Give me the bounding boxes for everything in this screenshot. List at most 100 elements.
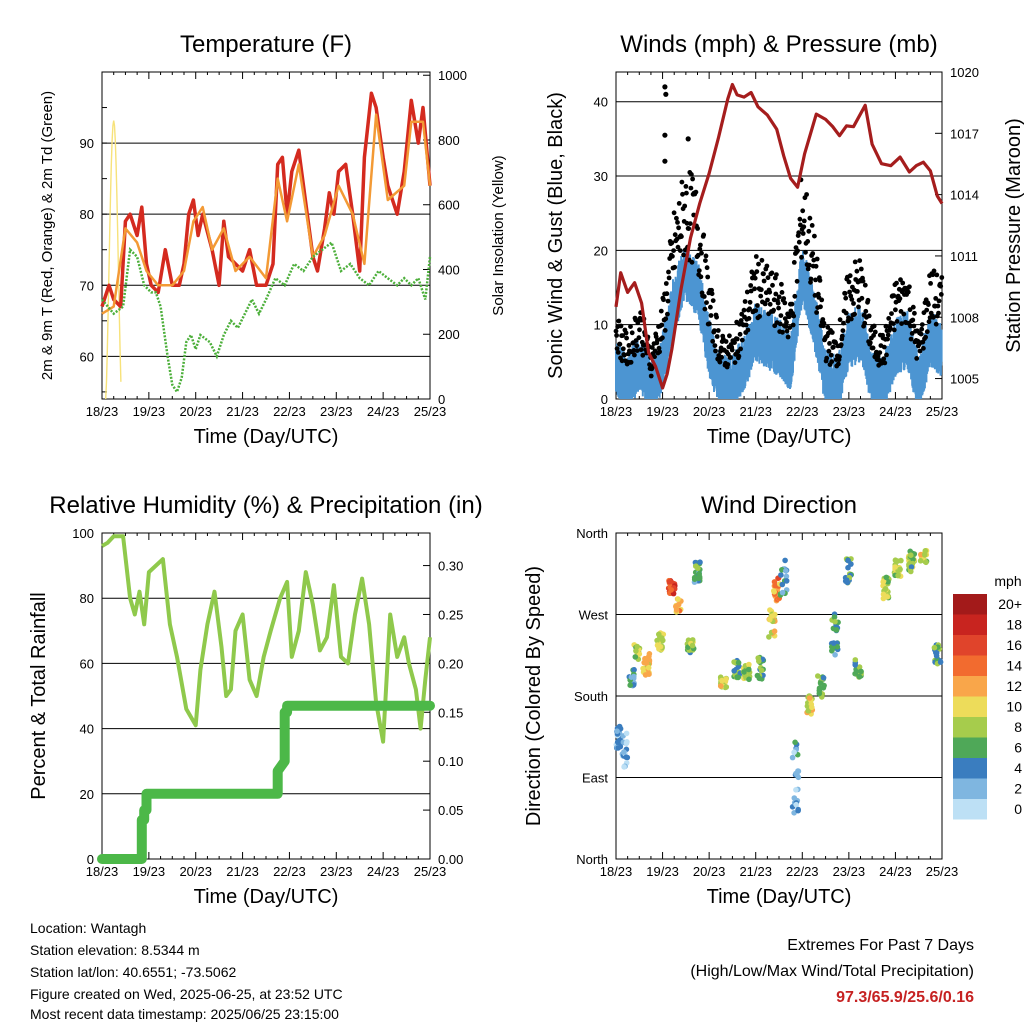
x-axis-label-temperature: Time (Day/UTC) [194, 426, 339, 448]
gust-point [752, 286, 757, 292]
y2-tick-label: 1008 [950, 310, 979, 325]
direction-point [792, 739, 798, 746]
y2-tick-label: 400 [438, 262, 460, 277]
gust-point [871, 323, 877, 329]
gust-point [858, 266, 864, 272]
gust-point [859, 295, 865, 301]
x-tick-label: 20/23 [179, 864, 212, 879]
gust-point [732, 360, 738, 365]
gust-point [703, 253, 709, 259]
direction-point [779, 581, 786, 588]
gust-point [894, 280, 899, 286]
gust-point [712, 343, 718, 348]
gust-outlier-point [663, 91, 669, 97]
direction-point [646, 651, 653, 657]
gust-point [883, 323, 889, 329]
x-axis-label-humidity: Time (Day/UTC) [194, 886, 339, 908]
gust-point [779, 290, 785, 295]
gust-point [727, 333, 732, 339]
gust-point [857, 258, 863, 263]
gust-outlier-point [662, 84, 668, 90]
gust-point [846, 279, 852, 285]
gust-point [710, 298, 716, 303]
direction-point [771, 628, 778, 634]
direction-point [691, 574, 698, 581]
y-tick-label: 20 [80, 787, 94, 802]
gust-point [794, 278, 800, 284]
gust-point [779, 281, 784, 287]
direction-point [696, 574, 703, 580]
direction-point [806, 695, 813, 701]
gust-point [734, 336, 740, 342]
precipitation-line [97, 700, 435, 864]
direction-point [897, 566, 903, 573]
gust-point [924, 329, 930, 335]
direction-point [817, 680, 824, 686]
legend-title: mph [994, 573, 1021, 589]
gust-point [840, 328, 846, 333]
x-tick-label: 22/23 [273, 404, 306, 419]
gust-point [666, 269, 671, 275]
gust-point [634, 348, 640, 353]
legend-swatch [953, 799, 987, 820]
x-tick-label: 21/23 [226, 864, 259, 879]
gust-point [762, 301, 768, 307]
direction-point [848, 561, 854, 567]
direction-point [937, 659, 944, 665]
legend-swatch [953, 635, 987, 656]
direction-point [918, 551, 924, 558]
gust-point [807, 215, 813, 221]
gust-point [900, 280, 906, 286]
gust-point [814, 256, 820, 262]
gust-point [882, 360, 888, 366]
gust-point [938, 283, 944, 289]
y-tick-label: 90 [80, 136, 94, 151]
gust-point [753, 308, 759, 313]
gust-point [714, 334, 720, 339]
gust-point [854, 268, 860, 274]
direction-point [746, 661, 752, 668]
gust-point [781, 296, 787, 301]
gust-point [613, 328, 619, 334]
y-tick-label: 80 [80, 207, 94, 222]
y2-tick-label: 0.30 [438, 559, 463, 574]
gust-point [759, 257, 765, 263]
gust-point [789, 301, 795, 307]
gust-point [812, 233, 817, 239]
gust-point [652, 354, 657, 360]
gust-point [729, 347, 735, 353]
y-tick-label: 30 [594, 169, 608, 184]
direction-point [894, 558, 901, 564]
gust-point [852, 259, 858, 265]
direction-point [883, 574, 890, 581]
legend-swatch [953, 717, 987, 738]
gust-point [737, 321, 742, 327]
direction-point [756, 658, 762, 664]
gust-point [926, 302, 931, 307]
direction-point [908, 552, 914, 558]
gust-point [867, 340, 873, 346]
gust-point [754, 269, 760, 274]
gust-point [910, 304, 916, 310]
legend-swatch [953, 737, 987, 758]
gust-point [888, 326, 893, 332]
gust-point [784, 319, 789, 325]
x-tick-label: 23/23 [320, 404, 353, 419]
gust-point [917, 348, 923, 354]
gust-point [931, 314, 936, 320]
direction-point [816, 690, 823, 697]
direction-point [642, 672, 649, 678]
direction-point [791, 795, 798, 801]
gust-point [847, 273, 853, 279]
gust-point [689, 172, 694, 177]
y-tick-label: 10 [594, 318, 608, 333]
sonic-wind-trace [615, 247, 943, 399]
direction-point [830, 640, 837, 646]
gust-point [796, 230, 802, 236]
gust-point [848, 316, 854, 322]
legend-swatch [953, 594, 987, 615]
gust-point [743, 322, 749, 328]
x-tick-label: 22/23 [786, 864, 819, 879]
gust-point [628, 359, 634, 365]
gust-point [619, 358, 625, 364]
